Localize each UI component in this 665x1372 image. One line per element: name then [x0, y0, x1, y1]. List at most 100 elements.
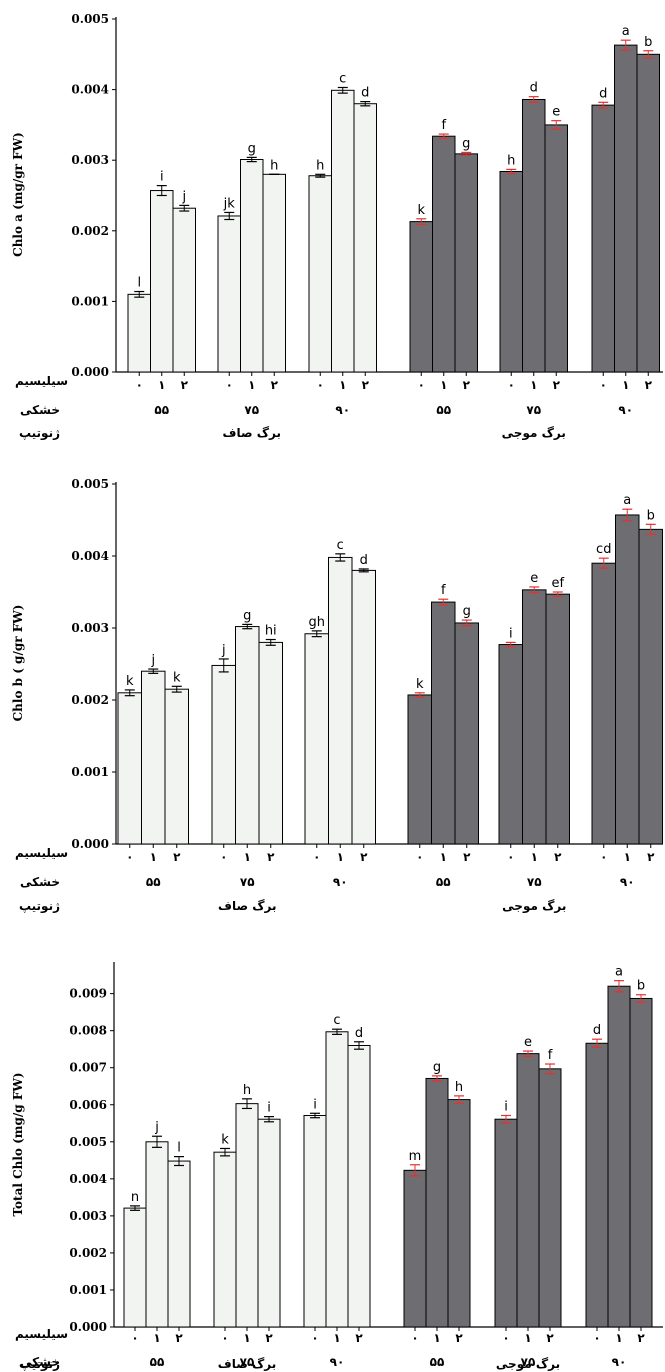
y-tick-label: 0.002	[71, 224, 109, 238]
row-label-drought: خشکی	[20, 1355, 60, 1369]
significance-letter: a	[615, 965, 623, 980]
silicon-level-label: ۲	[637, 1331, 645, 1345]
silicon-level-label: ۱	[158, 378, 165, 392]
silicon-level-label: ۱	[530, 378, 537, 392]
significance-letter: g	[243, 608, 251, 623]
significance-letter: d	[599, 86, 607, 101]
silicon-level-label: ۰	[416, 850, 423, 864]
significance-letter: a	[623, 493, 631, 508]
significance-letter: i	[267, 1101, 271, 1116]
silicon-level-label: ۱	[153, 1331, 160, 1345]
silicon-level-label: ۰	[126, 850, 133, 864]
bar	[164, 688, 189, 845]
silicon-level-label: ۰	[221, 1331, 228, 1345]
bar	[145, 1141, 169, 1328]
bar	[522, 589, 547, 845]
silicon-level-label: ۱	[150, 850, 157, 864]
row-label-drought: خشکی	[20, 403, 60, 417]
chlo-b-panel: 0.000 0.001 0.002 0.003 0.004 0.005 Chlo b ( g…	[11, 477, 663, 914]
y-axis-title: Chlo a (mg/gr FW)	[11, 132, 25, 257]
bar	[331, 89, 355, 373]
drought-level-label: ۷۵	[240, 875, 255, 889]
drought-level-label: ۹۰	[335, 403, 350, 417]
significance-letter: n	[131, 1190, 139, 1205]
bar	[407, 694, 432, 845]
silicon-level-label: ۰	[131, 1331, 138, 1345]
y-tick-label: 0.000	[71, 837, 109, 851]
significance-letter: d	[361, 86, 369, 101]
bar	[516, 1053, 540, 1328]
row-label-genotype: ژنوتیپ	[19, 899, 60, 914]
significance-letter: g	[462, 136, 470, 151]
significance-letter: g	[248, 141, 256, 156]
significance-letter: k	[126, 674, 134, 689]
bar	[217, 215, 241, 373]
significance-letter: f	[441, 583, 446, 598]
significance-letter: ef	[551, 576, 564, 591]
significance-letter: l	[177, 1141, 181, 1156]
silicon-level-label: ۰	[502, 1331, 509, 1345]
silicon-level-label: ۲	[647, 850, 655, 864]
silicon-level-label: ۱	[622, 378, 629, 392]
silicon-level-label: ۲	[455, 1331, 463, 1345]
bar	[636, 53, 660, 373]
drought-level-label: ۵۵	[154, 403, 169, 417]
silicon-level-label: ۲	[463, 378, 471, 392]
significance-letter: d	[593, 1023, 601, 1038]
row-label-silicon: سیلیسیم	[15, 1327, 68, 1341]
silicon-level-label: ۰	[226, 378, 233, 392]
y-tick-label: 0.008	[69, 1024, 107, 1038]
silicon-level-label: ۰	[411, 1331, 418, 1345]
y-tick-label: 0.004	[71, 549, 109, 563]
genotype-label: برگ موجی	[496, 1356, 560, 1372]
bar	[545, 593, 570, 845]
significance-letter: c	[333, 1013, 340, 1028]
significance-letter: h	[270, 158, 278, 173]
bar	[213, 1151, 237, 1328]
genotype-label: برگ صاف	[223, 425, 281, 440]
significance-letter: h	[455, 1080, 463, 1095]
y-tick-label: 0.007	[69, 1061, 107, 1075]
significance-letter: b	[647, 508, 655, 523]
drought-level-label: ۹۰	[620, 875, 635, 889]
y-tick-label: 0.001	[71, 294, 109, 308]
significance-letter: h	[316, 158, 324, 173]
bar	[607, 985, 631, 1328]
drought-level-label: ۵۵	[430, 1355, 445, 1369]
significance-letter: i	[504, 1099, 508, 1114]
significance-letter: l	[137, 276, 141, 291]
bar	[325, 1031, 349, 1328]
silicon-level-label: ۲	[645, 378, 653, 392]
bar	[544, 124, 568, 373]
bar	[347, 1044, 371, 1328]
bar	[499, 170, 523, 373]
bar	[629, 997, 653, 1328]
y-tick-label: 0.006	[69, 1098, 107, 1112]
significance-letter: e	[524, 1035, 532, 1050]
silicon-level-label: ۰	[136, 378, 143, 392]
silicon-level-label: ۰	[600, 378, 607, 392]
bar	[167, 1160, 191, 1328]
significance-letter: j	[154, 1120, 159, 1135]
drought-level-label: ۵۵	[146, 875, 161, 889]
row-label-drought: خشکی	[20, 875, 60, 889]
significance-letter: g	[463, 604, 471, 619]
bar	[591, 562, 616, 845]
bar	[494, 1118, 518, 1328]
drought-level-label: ۹۰	[612, 1355, 627, 1369]
y-tick-label: 0.005	[71, 12, 109, 26]
bar	[141, 670, 166, 845]
drought-level-label: ۹۰	[618, 403, 633, 417]
drought-level-label: ۷۵	[244, 403, 259, 417]
significance-letter: c	[339, 71, 346, 86]
y-tick-label: 0.003	[69, 1209, 107, 1223]
silicon-level-label: ۱	[433, 1331, 440, 1345]
genotype-label: برگ صاف	[218, 898, 276, 913]
bar	[150, 190, 174, 373]
significance-letter: h	[243, 1083, 251, 1098]
significance-letter: f	[441, 118, 446, 133]
y-tick-label: 0.000	[71, 365, 109, 379]
silicon-level-label: ۰	[311, 1331, 318, 1345]
y-tick-label: 0.001	[69, 1283, 107, 1297]
bar	[585, 1042, 609, 1328]
